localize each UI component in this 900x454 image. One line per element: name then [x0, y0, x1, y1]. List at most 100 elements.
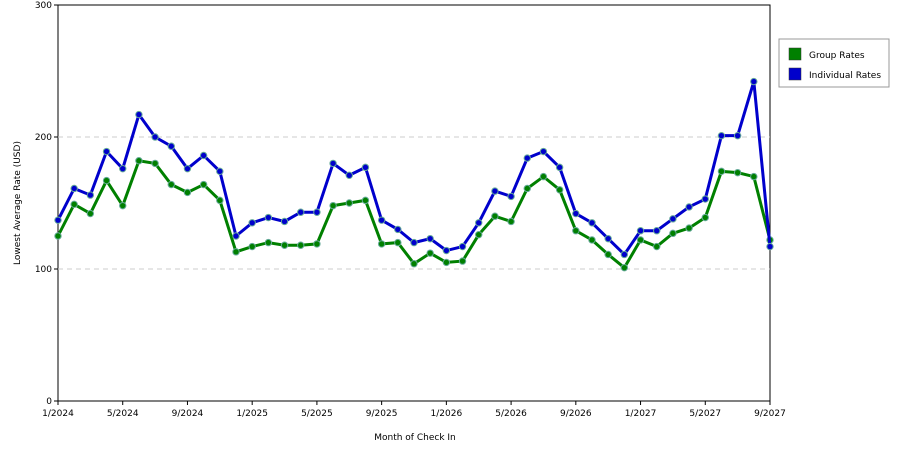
data-point	[410, 260, 418, 268]
data-point	[86, 191, 95, 199]
data-point	[426, 249, 434, 257]
x-tick-label: 9/2027	[754, 409, 786, 419]
legend-swatch	[788, 67, 802, 81]
data-point	[264, 238, 273, 247]
data-point	[199, 151, 208, 160]
data-point	[733, 131, 742, 140]
legend-label: Group Rates	[809, 51, 865, 61]
y-tick-label: 0	[46, 397, 52, 407]
data-point	[475, 230, 483, 239]
data-point	[717, 131, 726, 140]
y-axis-label: Lowest Average Rate (USD)	[13, 141, 23, 265]
data-point	[539, 147, 548, 156]
data-point	[232, 248, 240, 256]
data-point	[377, 240, 386, 248]
data-point	[183, 188, 192, 197]
data-point	[70, 184, 78, 193]
data-point	[491, 187, 499, 195]
data-point	[54, 232, 62, 240]
data-point	[572, 209, 580, 218]
y-tick-label: 200	[35, 133, 52, 143]
x-tick-label: 5/2024	[107, 409, 139, 419]
data-point	[151, 159, 159, 168]
data-point	[248, 242, 256, 251]
data-point	[248, 219, 256, 227]
data-point	[636, 227, 645, 235]
data-point	[717, 167, 726, 176]
data-point	[167, 142, 175, 150]
data-point	[329, 159, 337, 168]
data-point	[410, 238, 418, 247]
data-point	[54, 216, 62, 224]
data-point	[102, 147, 111, 156]
data-point	[507, 192, 515, 201]
x-tick-label: 5/2025	[301, 409, 333, 419]
x-axis-label: Month of Check In	[374, 433, 456, 443]
data-point	[604, 250, 612, 259]
plot-frame	[57, 4, 771, 402]
data-point	[491, 212, 499, 220]
data-point	[685, 224, 693, 232]
data-point	[70, 200, 78, 209]
data-point	[216, 196, 224, 205]
data-point	[361, 196, 370, 205]
data-point	[426, 234, 434, 243]
x-tick-label: 1/2024	[42, 409, 74, 419]
y-tick-label: 300	[35, 1, 52, 11]
data-point	[685, 203, 693, 211]
data-point	[442, 246, 451, 255]
data-point	[555, 186, 564, 194]
data-point	[135, 110, 143, 119]
series-line	[56, 81, 772, 257]
data-point	[361, 163, 370, 172]
data-point	[216, 167, 224, 176]
data-point	[669, 215, 677, 223]
data-point	[701, 195, 709, 203]
data-point	[523, 154, 531, 162]
data-point	[394, 225, 402, 234]
x-tick-label: 5/2026	[495, 409, 527, 419]
x-tick-label: 1/2027	[625, 409, 657, 419]
data-point	[636, 236, 645, 244]
data-point	[588, 219, 596, 227]
data-point	[669, 229, 677, 238]
legend-label: Individual Rates	[809, 71, 881, 81]
data-point	[620, 263, 629, 272]
x-tick-label: 9/2026	[560, 409, 592, 419]
data-point	[442, 258, 451, 267]
data-point	[345, 171, 353, 179]
data-point	[167, 180, 175, 189]
data-point	[86, 209, 95, 218]
x-tick-label: 1/2026	[431, 409, 463, 419]
data-point	[280, 241, 289, 249]
x-tick-label: 1/2025	[236, 409, 268, 419]
data-point	[733, 168, 742, 177]
x-tick-label: 5/2027	[689, 409, 721, 419]
data-point	[507, 217, 515, 226]
data-point	[313, 240, 321, 248]
data-point	[394, 238, 402, 247]
data-point	[750, 172, 758, 181]
data-point	[475, 219, 483, 227]
data-point	[119, 164, 127, 173]
data-point	[280, 217, 289, 226]
data-point	[653, 227, 661, 235]
data-point	[377, 216, 386, 224]
data-point	[539, 172, 548, 181]
data-point	[199, 180, 208, 189]
x-tick-label: 9/2025	[366, 409, 398, 419]
data-point	[297, 241, 305, 249]
data-point	[523, 184, 531, 193]
data-point	[555, 163, 564, 172]
data-point	[119, 201, 127, 210]
data-point	[232, 232, 240, 240]
data-point	[135, 157, 143, 165]
x-tick-label: 9/2024	[172, 409, 204, 419]
data-point	[588, 236, 596, 244]
data-point	[458, 257, 467, 265]
data-point	[313, 208, 321, 216]
data-point	[766, 242, 774, 251]
data-point	[102, 176, 111, 185]
legend-swatch	[788, 47, 802, 61]
